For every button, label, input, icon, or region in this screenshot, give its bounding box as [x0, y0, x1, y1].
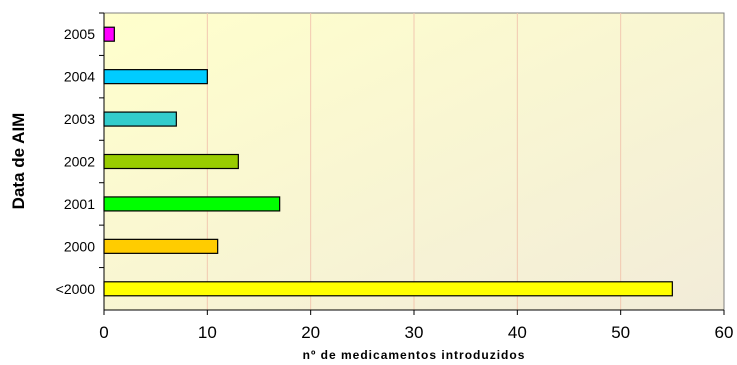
y-axis-title: Data de AIM — [9, 113, 28, 210]
y-category-label: 2005 — [64, 26, 95, 42]
gridlines — [206, 13, 622, 310]
x-tick-label: 60 — [715, 323, 734, 342]
y-category-labels: 2005 2004 2003 2002 2001 2000 <2000 — [56, 12, 104, 297]
bar-2001 — [103, 196, 281, 212]
bar-2000 — [103, 238, 219, 254]
bar-2004 — [103, 69, 208, 85]
bars — [103, 26, 673, 297]
x-tick-label: 20 — [301, 323, 320, 342]
x-tick-label: 40 — [508, 323, 527, 342]
y-category-label: 2004 — [64, 69, 95, 85]
x-tick-label: 10 — [198, 323, 217, 342]
bar-2003 — [103, 111, 177, 127]
y-category-label: 2003 — [64, 111, 95, 127]
bar-2002 — [103, 153, 239, 170]
y-category-label: <2000 — [56, 281, 96, 297]
x-tick-label: 30 — [405, 323, 424, 342]
x-tick-label: 50 — [611, 323, 630, 342]
bar-lt2000 — [103, 281, 673, 297]
x-tick-label: 0 — [99, 323, 108, 342]
y-category-label: 2002 — [64, 154, 95, 170]
x-tick-labels: 0 10 20 30 40 50 60 — [99, 310, 733, 342]
y-category-label: 2001 — [64, 196, 95, 212]
y-category-label: 2000 — [64, 238, 95, 254]
x-axis-title: nº de medicamentos introduzidos — [303, 348, 526, 362]
bar-2005 — [103, 26, 115, 42]
